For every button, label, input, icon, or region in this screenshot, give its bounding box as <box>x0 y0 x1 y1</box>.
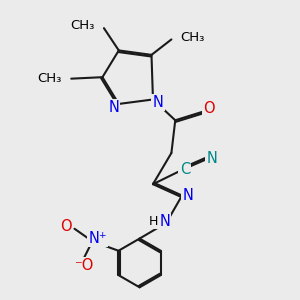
Text: ⁻O: ⁻O <box>74 258 94 273</box>
Text: N: N <box>159 214 170 229</box>
Text: C: C <box>180 162 190 177</box>
Text: CH₃: CH₃ <box>70 19 94 32</box>
Text: H: H <box>148 215 158 228</box>
Text: N: N <box>153 95 164 110</box>
Text: N⁺: N⁺ <box>88 231 107 246</box>
Text: CH₃: CH₃ <box>37 72 62 85</box>
Text: O: O <box>60 219 72 234</box>
Text: N: N <box>108 100 119 115</box>
Text: N: N <box>206 151 217 166</box>
Text: CH₃: CH₃ <box>180 31 205 44</box>
Text: O: O <box>203 101 214 116</box>
Text: N: N <box>182 188 193 203</box>
